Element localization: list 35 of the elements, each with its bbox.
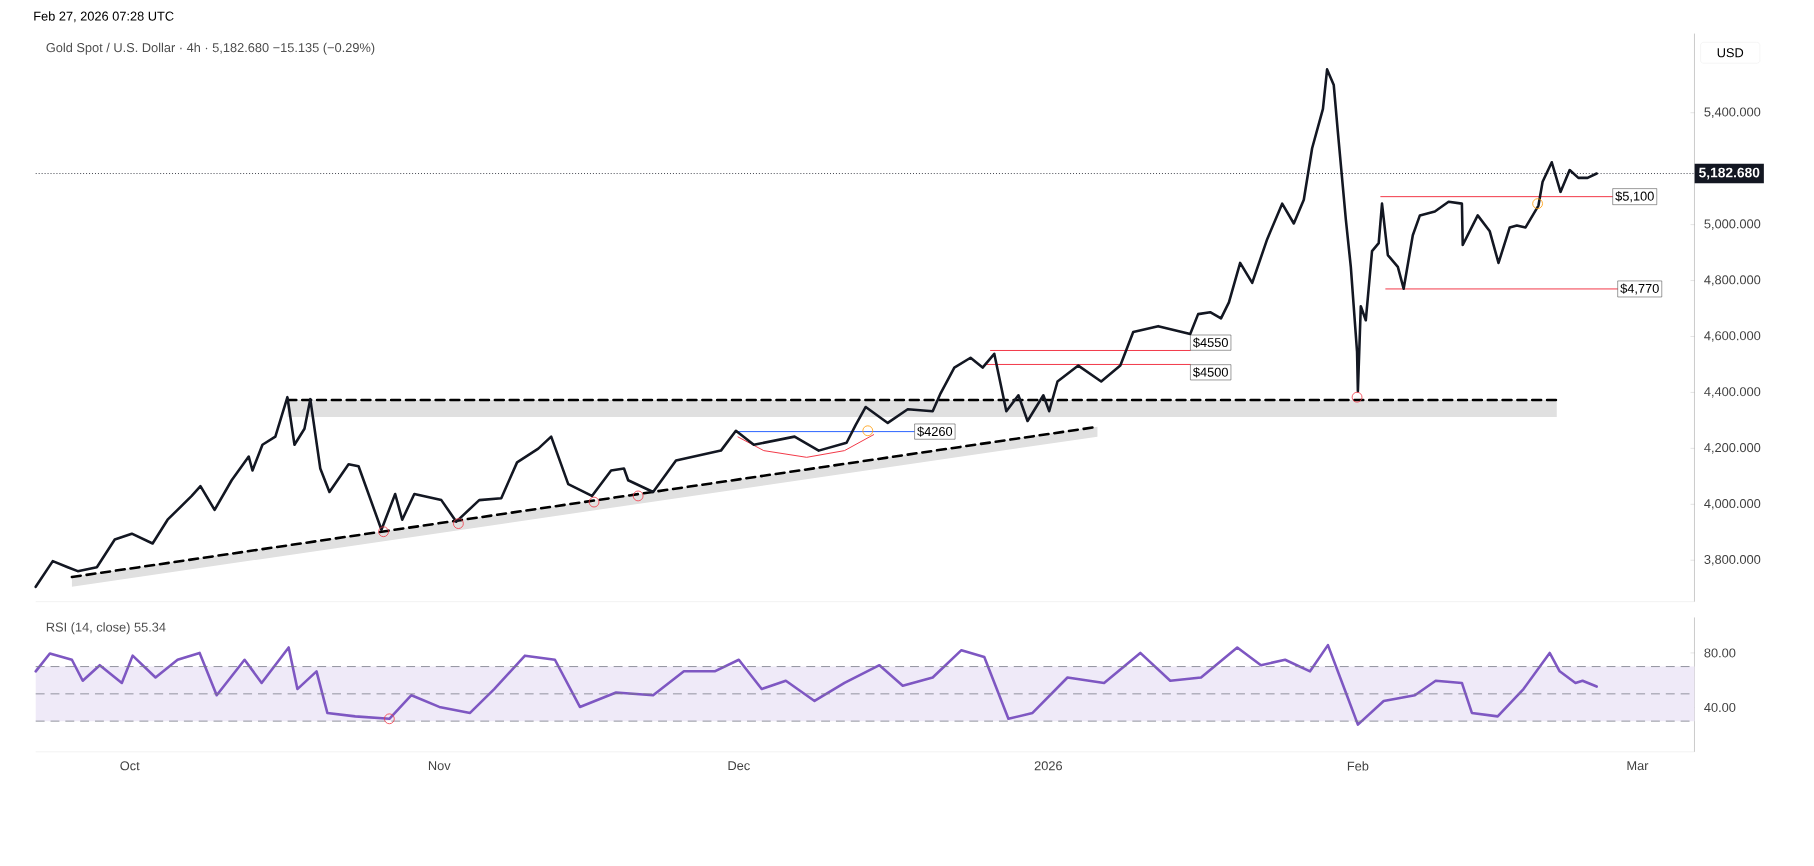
y-tick-label: 5,400.000 bbox=[1704, 107, 1761, 118]
annotation: $4500 bbox=[1193, 366, 1228, 378]
y-tick-label: 3,800.000 bbox=[1704, 554, 1761, 566]
annotation: $5,100 bbox=[1615, 190, 1654, 202]
annotation: $4550 bbox=[1193, 337, 1228, 348]
y-tick-label: 4,800.000 bbox=[1704, 275, 1761, 286]
ref-line-label: 5,182.680 bbox=[1699, 167, 1760, 180]
annotation: $4260 bbox=[917, 426, 953, 437]
y-axis-title: USD bbox=[1717, 48, 1744, 58]
line-series bbox=[34, 643, 1598, 726]
y-tick-label: 5,000.000 bbox=[1704, 219, 1761, 230]
point bbox=[1351, 391, 1363, 403]
y-tick-label: 4,600.000 bbox=[1704, 331, 1761, 342]
chart-title: RSI (14, close) 55.34 bbox=[46, 622, 166, 634]
point bbox=[378, 526, 389, 537]
x-tick-label: Nov bbox=[428, 761, 451, 770]
annotation: $4,770 bbox=[1620, 283, 1659, 295]
point bbox=[1532, 198, 1543, 209]
x-tick-label: Feb bbox=[1347, 761, 1369, 771]
text: Feb 27, 2026 07:28 UTC bbox=[34, 11, 174, 22]
y-tick-label: 80.00 bbox=[1704, 648, 1736, 658]
x-tick-label: Mar bbox=[1627, 761, 1649, 770]
x-tick-label: Dec bbox=[728, 761, 750, 770]
point bbox=[453, 518, 464, 529]
text: Gold Spot / U.S. Dollar · 4h · 5,182.680 −15.135 (−0.29%) bbox=[46, 42, 375, 55]
point bbox=[862, 425, 874, 436]
y-tick-label: 4,000.000 bbox=[1704, 498, 1761, 510]
point bbox=[588, 496, 600, 508]
y-tick-label: 40.00 bbox=[1704, 702, 1736, 712]
y-tick-label: 4,400.000 bbox=[1704, 386, 1761, 398]
y-tick-label: 4,200.000 bbox=[1704, 442, 1761, 454]
line-series bbox=[737, 433, 875, 458]
x-tick-label: Oct bbox=[120, 761, 140, 771]
point bbox=[632, 490, 644, 502]
x-tick-label: 2026 bbox=[1034, 761, 1063, 771]
